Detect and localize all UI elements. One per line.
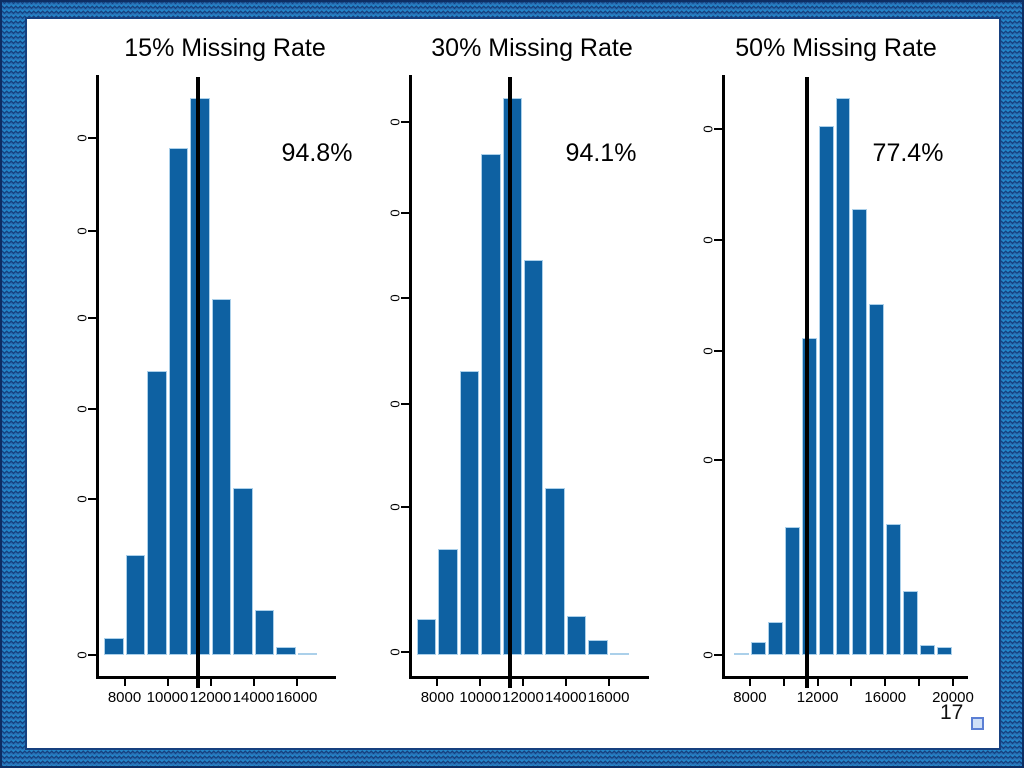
slide-content-area [25, 17, 1001, 750]
page-number: 17 [940, 701, 964, 724]
slide-nav-button[interactable] [971, 717, 984, 730]
